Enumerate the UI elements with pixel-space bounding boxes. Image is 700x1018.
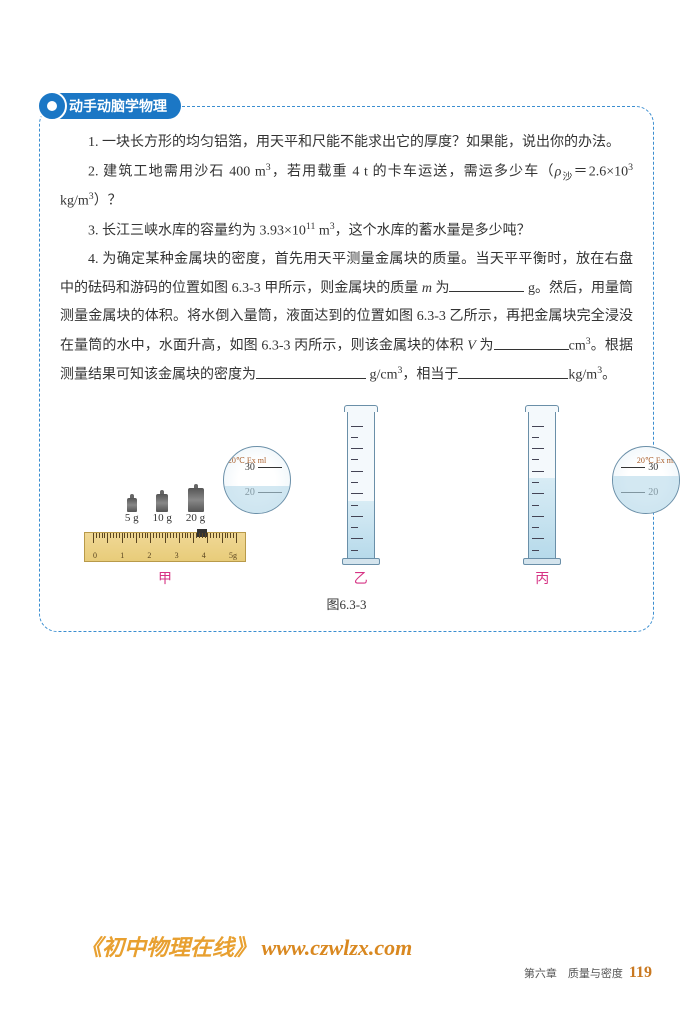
content-box: 1. 一块长方形的均匀铝箔，用天平和尺能不能求出它的厚度？如果能，说出你的办法。… [39, 106, 654, 632]
problem-3: 3. 长江三峡水库的容量约为 3.93×1011 m3，这个水库的蓄水量是多少吨… [60, 217, 633, 246]
zoom-yi: 20℃ Ex ml 30 20 [223, 446, 291, 514]
problem-4: 4. 为确定某种金属块的密度，首先用天平测量金属块的质量。当天平平衡时，放在右盘… [60, 246, 633, 391]
problem-1: 1. 一块长方形的均匀铝箔，用天平和尺能不能求出它的厚度？如果能，说出你的办法。 [60, 129, 633, 158]
zoom-bing: 20℃ Ex ml 30 20 [612, 446, 680, 514]
label-bing: 丙 [456, 568, 628, 588]
blank-density-kg [458, 364, 568, 379]
chapter-label: 第六章 质量与密度 [524, 965, 623, 981]
ruler: 012345g [84, 532, 246, 562]
figures: 5 g 10 g 20 g 012 [60, 411, 633, 613]
section-title: 动手动脑学物理 [69, 96, 167, 116]
figure-caption: 图6.3-3 [326, 594, 366, 613]
cylinder-bing [528, 411, 556, 562]
blank-density [256, 364, 366, 379]
blank-mass [449, 277, 524, 292]
blank-volume [494, 335, 569, 350]
cylinder-yi [347, 411, 375, 562]
figure-yi: 20℃ Ex ml 30 20 [275, 411, 447, 562]
page-number: 119 [629, 964, 652, 982]
section-header: 动手动脑学物理 [39, 93, 181, 119]
problems: 1. 一块长方形的均匀铝箔，用天平和尺能不能求出它的厚度？如果能，说出你的办法。… [60, 129, 633, 391]
weight-10g: 10 g [153, 490, 172, 524]
label-jia: 甲 [65, 568, 266, 588]
weight-20g: 20 g [186, 484, 205, 524]
target-icon [37, 91, 67, 121]
watermark: 《初中物理在线》 www.czwlzx.com [80, 930, 412, 962]
page-footer: 第六章 质量与密度 119 [524, 964, 652, 982]
weight-5g: 5 g [125, 494, 139, 524]
label-yi: 乙 [275, 568, 447, 588]
figure-bing: 20℃ Ex ml 30 20 [456, 411, 628, 562]
problem-2: 2. 建筑工地需用沙石 400 m3，若用载重 4 t 的卡车运送，需运多少车（… [60, 158, 633, 217]
